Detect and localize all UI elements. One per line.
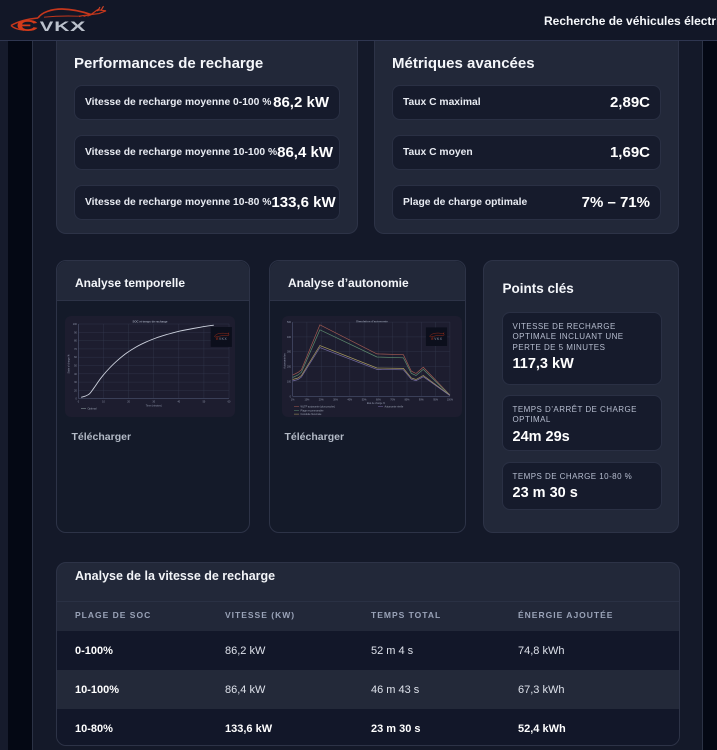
svg-text:Plage recommandée: Plage recommandée	[301, 409, 325, 412]
svg-text:40: 40	[177, 400, 180, 403]
svg-text:30%: 30%	[333, 398, 339, 401]
svg-text:10%: 10%	[305, 398, 311, 401]
svg-text:50: 50	[203, 400, 206, 403]
svg-text:95%: 95%	[433, 398, 439, 401]
svg-text:20: 20	[74, 389, 77, 392]
svg-text:V: V	[40, 18, 54, 34]
svg-text:Optimal: Optimal	[88, 407, 97, 411]
svg-text:0: 0	[75, 397, 77, 400]
svg-text:Simulation d’autonomie: Simulation d’autonomie	[356, 320, 388, 324]
svg-text:30: 30	[152, 400, 155, 403]
svg-text:K: K	[54, 18, 69, 34]
svg-text:60: 60	[74, 356, 77, 359]
svg-text:30: 30	[74, 381, 77, 384]
svg-text:20%: 20%	[319, 398, 325, 401]
svg-text:WLTP autonomie (plus proche): WLTP autonomie (plus proche)	[301, 406, 336, 409]
svg-text:300: 300	[287, 351, 292, 354]
svg-text:100: 100	[287, 380, 292, 383]
svg-text:Є: Є	[16, 18, 38, 35]
svg-text:SOC et temps de recharge: SOC et temps de recharge	[133, 320, 168, 324]
svg-text:400: 400	[287, 336, 292, 339]
svg-text:40: 40	[74, 373, 77, 376]
svg-text:Autonomie km: Autonomie km	[284, 353, 287, 368]
svg-text:Conduite hivernale: Conduite hivernale	[301, 413, 322, 416]
svg-text:E: E	[216, 337, 219, 341]
svg-text:1%: 1%	[291, 398, 295, 401]
svg-text:60%: 60%	[376, 398, 382, 401]
svg-text:E: E	[431, 337, 434, 341]
svg-text:10: 10	[102, 400, 105, 403]
svg-text:50: 50	[74, 365, 77, 368]
svg-text:Autonomie réelle: Autonomie réelle	[385, 406, 404, 409]
svg-text:Time (minutes): Time (minutes)	[146, 404, 162, 407]
svg-text:X: X	[70, 19, 86, 34]
svg-text:500: 500	[287, 321, 292, 324]
svg-text:70%: 70%	[390, 398, 396, 401]
svg-text:90: 90	[74, 331, 77, 334]
svg-text:Etat de charge %: Etat de charge %	[367, 402, 386, 405]
svg-text:VKX: VKX	[434, 337, 442, 341]
svg-text:100: 100	[73, 323, 78, 326]
svg-text:50%: 50%	[362, 398, 368, 401]
svg-text:20: 20	[127, 400, 130, 403]
svg-text:40%: 40%	[347, 398, 353, 401]
svg-text:State of charge %: State of charge %	[68, 354, 71, 374]
svg-text:80%: 80%	[405, 398, 411, 401]
svg-text:60: 60	[228, 400, 231, 403]
svg-text:200: 200	[287, 366, 292, 369]
svg-text:90%: 90%	[419, 398, 425, 401]
svg-text:VKX: VKX	[219, 337, 227, 341]
svg-text:0: 0	[78, 400, 80, 403]
svg-text:0: 0	[290, 395, 292, 398]
svg-text:70: 70	[74, 348, 77, 351]
svg-text:100%: 100%	[447, 398, 454, 401]
svg-text:80: 80	[74, 340, 77, 343]
